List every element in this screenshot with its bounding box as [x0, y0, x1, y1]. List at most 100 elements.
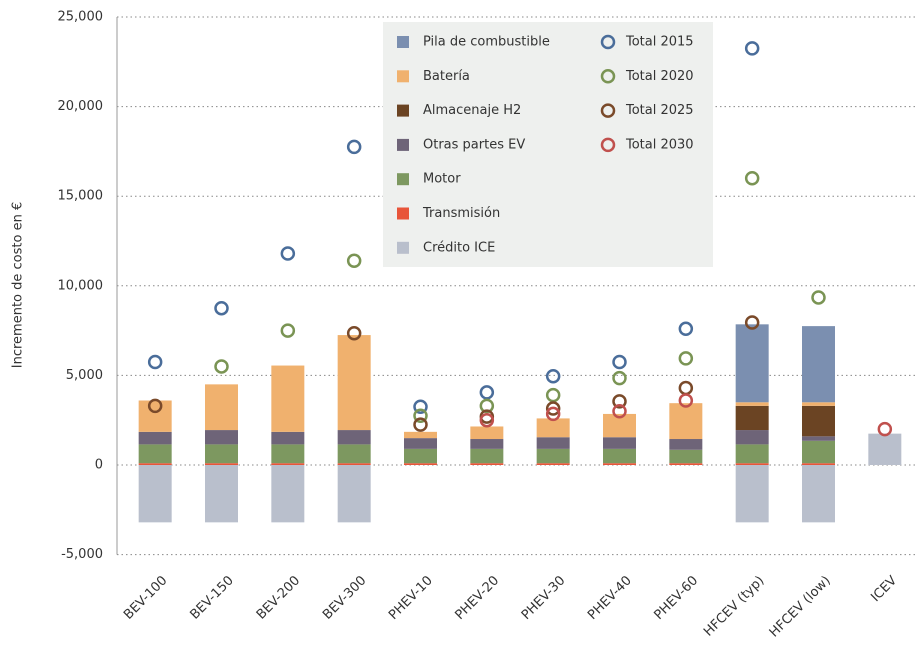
bar-segment	[337, 444, 371, 464]
total-marker	[678, 393, 694, 408]
total-marker	[346, 139, 362, 155]
legend-swatch	[397, 207, 409, 220]
legend-marker	[600, 69, 616, 84]
legend-label: Transmisión	[422, 206, 500, 221]
bar-segment	[205, 384, 238, 431]
bar-segment	[205, 465, 238, 523]
legend-marker	[600, 137, 616, 153]
bar-segment	[603, 437, 636, 449]
legend-swatch	[397, 36, 409, 48]
legend-swatch	[397, 173, 409, 186]
bar-segment	[603, 448, 636, 464]
bar-segment	[735, 465, 769, 523]
total-marker	[678, 380, 694, 396]
bar-segment	[802, 463, 835, 465]
legend-label: Motor	[423, 172, 461, 187]
x-tick-label: BEV-150	[187, 573, 236, 622]
bar-segment	[868, 433, 902, 465]
y-axis-label: Incremento de costo en €	[11, 202, 26, 368]
bar-segment	[205, 444, 238, 464]
total-marker	[612, 403, 627, 419]
legend-box	[383, 22, 713, 267]
total-marker	[744, 41, 760, 56]
y-tick-label: 25,000	[58, 10, 104, 25]
bar-segment	[802, 436, 835, 441]
total-marker	[147, 398, 163, 414]
bar-segment	[735, 405, 769, 431]
x-tick-label: PHEV-60	[651, 573, 701, 623]
bar-segment	[470, 463, 504, 465]
y-tick-label: 20,000	[58, 99, 104, 114]
legend-swatch	[397, 138, 409, 151]
bar-segment	[735, 463, 769, 465]
total-marker	[612, 370, 627, 386]
legend-label: Total 2030	[625, 137, 694, 152]
bar-segment	[802, 440, 835, 464]
bar-segment	[470, 448, 504, 464]
bar-segment	[735, 402, 769, 406]
legend-label: Otras partes EV	[423, 137, 525, 152]
total-marker	[280, 323, 296, 338]
legend-swatch	[397, 104, 409, 117]
legend-label: Batería	[423, 69, 470, 84]
legend-swatch	[397, 241, 409, 254]
bar-segment	[536, 448, 570, 464]
total-marker	[678, 321, 694, 337]
y-tick-label: 5,000	[66, 368, 103, 383]
legend-label: Total 2025	[625, 103, 694, 118]
bar-segment	[669, 449, 703, 464]
bar-segment	[205, 430, 238, 445]
total-marker	[413, 408, 428, 423]
bar-segment	[669, 463, 703, 465]
total-marker	[545, 406, 561, 422]
x-tick-label: PHEV-40	[585, 573, 635, 623]
bar-segment	[735, 324, 769, 403]
bar-segment	[337, 335, 371, 431]
bar-segment	[470, 439, 504, 449]
bar-segment	[735, 430, 769, 445]
legend-label: Total 2020	[625, 69, 694, 84]
bar-segment	[404, 448, 437, 464]
x-tick-label: BEV-300	[320, 573, 369, 622]
bar-segment	[271, 444, 305, 464]
total-marker	[214, 300, 229, 316]
bar-segment	[271, 365, 305, 432]
bar-segment	[337, 430, 371, 445]
y-tick-label: 10,000	[58, 278, 104, 293]
bar-segment	[404, 463, 437, 465]
bar-segment	[536, 463, 570, 465]
legend-swatch	[397, 70, 409, 83]
total-marker	[346, 253, 362, 268]
x-tick-label: HFCEV (low)	[767, 573, 834, 640]
legend-label: Crédito ICE	[423, 240, 495, 255]
total-marker	[612, 394, 627, 409]
bar-segment	[271, 463, 305, 465]
bar-segment	[802, 326, 835, 403]
y-tick-label: 0	[95, 458, 103, 473]
bar-segment	[205, 463, 238, 465]
bar-segment	[138, 400, 172, 432]
y-tick-label: 15,000	[58, 189, 104, 204]
total-marker	[413, 399, 428, 415]
legend-label: Total 2015	[625, 35, 694, 50]
bar-segment	[735, 444, 769, 464]
total-marker	[479, 385, 495, 400]
bar-segment	[802, 402, 835, 406]
bar-segment	[669, 403, 703, 440]
bar-segment	[138, 465, 172, 523]
total-marker	[545, 369, 561, 384]
x-tick-label: PHEV-30	[519, 573, 569, 623]
total-marker	[545, 387, 561, 403]
bar-segment	[337, 463, 371, 465]
total-marker	[214, 359, 229, 374]
bar-segment	[138, 444, 172, 464]
bar-segment	[138, 463, 172, 465]
total-marker	[346, 326, 362, 341]
bar-segment	[536, 437, 570, 449]
total-marker	[612, 354, 627, 370]
legend-marker	[600, 34, 616, 50]
bar-segment	[470, 426, 504, 440]
total-marker	[413, 417, 428, 432]
